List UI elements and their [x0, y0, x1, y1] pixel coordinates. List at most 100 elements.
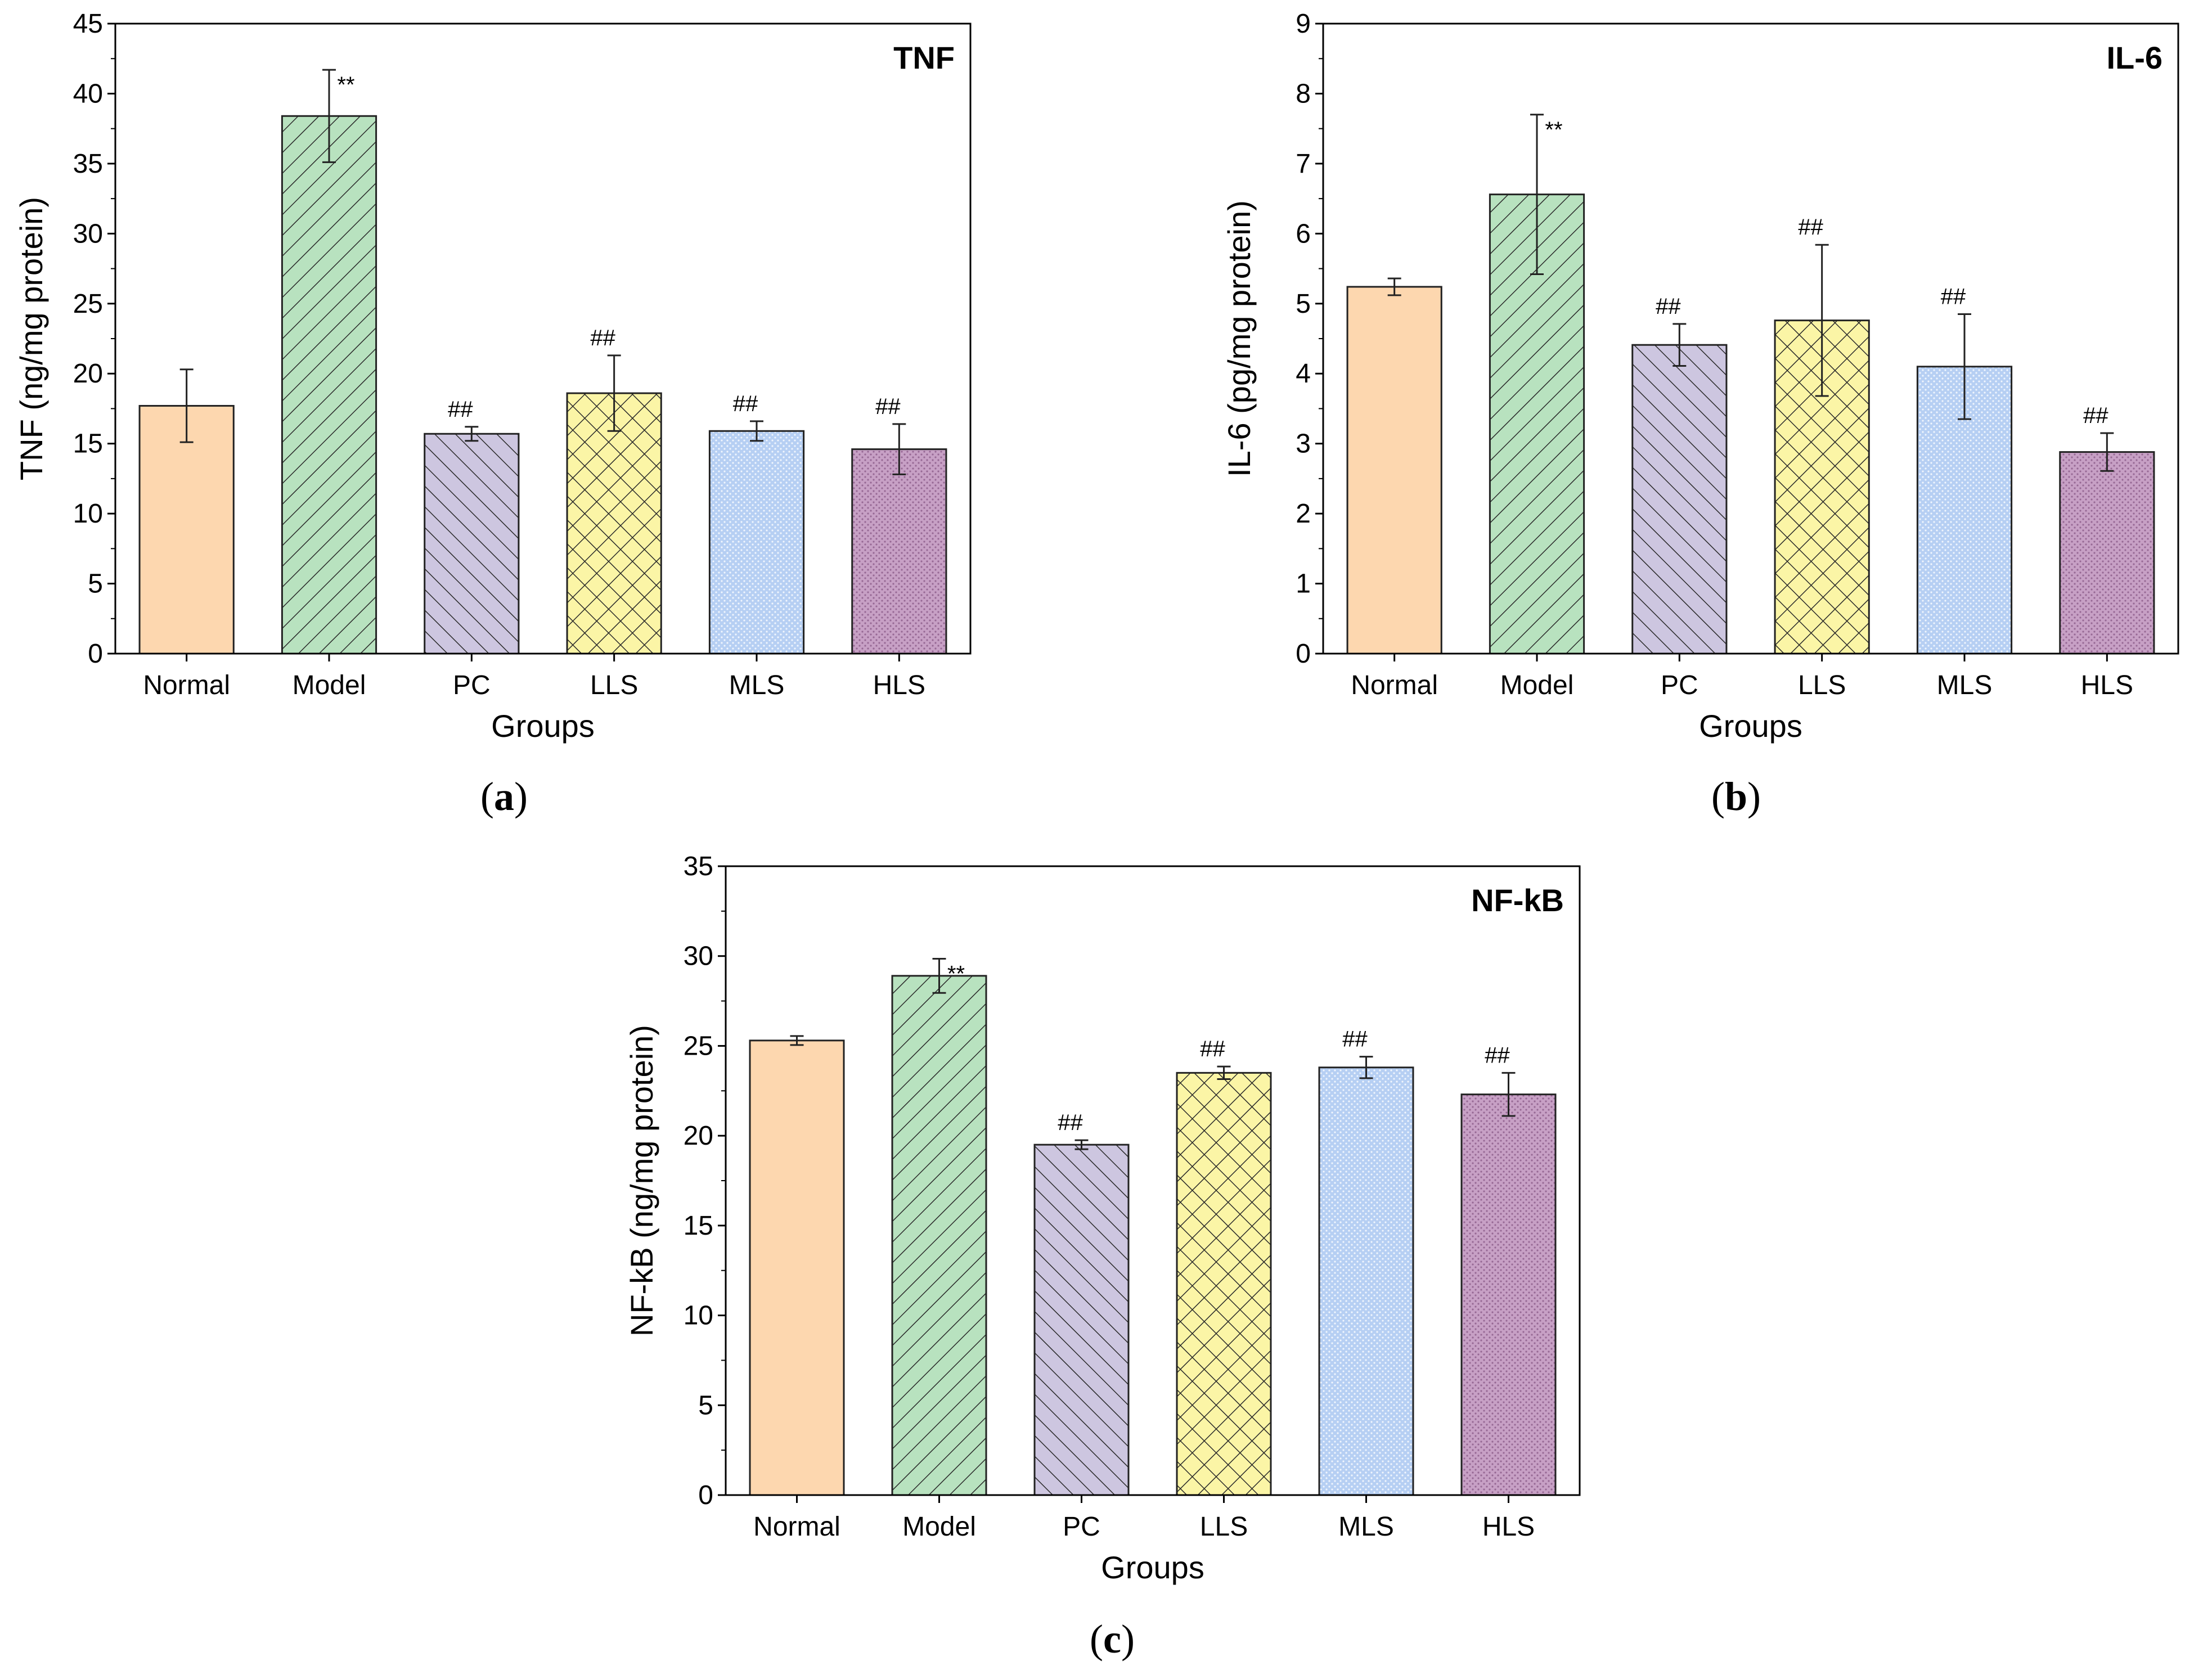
chart-panel-b: 0 1 2 3 4 5 6 7 8 9 Normal ** Model ## PC ## LLS ## MLS ## H… [1221, 0, 2211, 787]
y-tick-label: 40 [73, 79, 103, 109]
x-tick-label: Normal [753, 1512, 840, 1542]
y-tick-label: 30 [684, 942, 713, 971]
bar-pc [424, 433, 520, 655]
y-tick-label: 5 [1296, 289, 1311, 319]
error-bar-mls [1359, 1056, 1373, 1079]
chart-b-svg: 0 1 2 3 4 5 6 7 8 9 Normal ** Model ## PC ## LLS ## MLS ## H… [1221, 9, 2179, 744]
y-axis-title: TNF (ng/mg protein) [14, 197, 49, 480]
chart-c-svg: 0 5 10 15 20 25 30 35 Normal ** Model ## PC ## LLS ## ML… [624, 852, 1581, 1585]
y-tick-label: 9 [1296, 9, 1311, 39]
x-tick-label: HLS [873, 670, 925, 700]
significance-label-hls: ## [2083, 403, 2108, 428]
x-tick-label: Model [293, 670, 366, 700]
x-tick-label: MLS [1338, 1512, 1394, 1542]
error-bar-model [932, 958, 946, 994]
y-tick-label: 5 [698, 1390, 713, 1420]
x-tick-label: Normal [143, 670, 230, 700]
y-tick-label: 0 [1296, 639, 1311, 669]
x-axis-title: Groups [491, 708, 595, 744]
y-tick-label: 7 [1296, 149, 1311, 179]
error-bar-hls [892, 423, 906, 475]
plot-frame [1322, 22, 2179, 655]
y-tick-label: 5 [88, 569, 103, 599]
bar-normal [1346, 286, 1442, 655]
bar-lls [1176, 1072, 1272, 1496]
error-bar-normal [790, 1035, 804, 1046]
significance-label-pc: ## [448, 397, 473, 422]
bar-hls [2059, 451, 2155, 655]
x-tick-label: HLS [1482, 1512, 1535, 1542]
plot-frame [725, 865, 1581, 1496]
y-tick-label: 0 [698, 1480, 713, 1510]
y-tick-label: 25 [684, 1031, 713, 1061]
significance-label-model: ** [947, 962, 965, 987]
error-bar-normal [179, 368, 194, 443]
x-tick-label: Model [1500, 670, 1574, 700]
x-tick-label: LLS [1200, 1512, 1248, 1542]
significance-label-hls: ## [1485, 1043, 1510, 1068]
bar-lls [566, 392, 662, 655]
error-bar-mls [1958, 313, 1971, 420]
y-tick-label: 1 [1296, 569, 1311, 599]
bar-model [891, 975, 987, 1496]
y-tick-label: 8 [1296, 79, 1311, 109]
significance-label-pc: ## [1656, 294, 1681, 319]
panel-label-a: (a) [480, 774, 528, 819]
x-tick-label: MLS [729, 670, 785, 700]
x-tick-label: PC [453, 670, 491, 700]
chart-panel-a: 0 5 10 15 20 25 30 35 40 45 Normal ** Model ## PC ## LLS… [0, 0, 1069, 787]
x-tick-label: PC [1661, 670, 1698, 700]
bar-mls [1318, 1066, 1414, 1496]
panel-label-c: (c) [1090, 1617, 1135, 1662]
y-tick-label: 15 [73, 429, 103, 459]
y-tick-label: 45 [73, 9, 103, 39]
significance-label-model: ** [1545, 118, 1562, 142]
error-bar-mls [750, 420, 763, 442]
error-bar-pc [465, 426, 479, 442]
x-tick-label: Normal [1351, 670, 1438, 700]
y-tick-label: 15 [684, 1211, 713, 1241]
bar-pc [1033, 1144, 1130, 1496]
significance-label-mls: ## [1941, 284, 1966, 309]
x-tick-label: LLS [1798, 670, 1846, 700]
significance-label-mls: ## [1342, 1027, 1368, 1052]
x-tick-label: LLS [590, 670, 638, 700]
y-tick-label: 20 [684, 1121, 713, 1151]
error-bar-normal [1387, 277, 1401, 296]
error-bar-hls [2100, 432, 2114, 472]
x-tick-label: Model [902, 1512, 976, 1542]
chart-panel-c: 0 5 10 15 20 25 30 35 Normal ** Model ## PC ## LLS ## ML… [608, 844, 1676, 1631]
error-bar-lls [1217, 1065, 1231, 1081]
y-tick-label: 3 [1296, 429, 1311, 459]
chart-title: TNF [893, 40, 955, 75]
chart-a-svg: 0 5 10 15 20 25 30 35 40 45 Normal ** Model ## PC ## LLS… [14, 9, 972, 744]
chart-title: NF-kB [1471, 883, 1564, 918]
error-bar-model [322, 69, 336, 163]
bar-hls [851, 448, 947, 655]
error-bar-pc [1074, 1139, 1089, 1150]
significance-label-pc: ## [1058, 1110, 1083, 1135]
y-tick-label: 10 [73, 499, 103, 529]
y-tick-label: 4 [1296, 359, 1311, 389]
significance-label-lls: ## [1200, 1037, 1225, 1061]
y-tick-label: 6 [1296, 219, 1311, 249]
bar-model [281, 115, 377, 655]
y-tick-label: 2 [1296, 499, 1311, 529]
x-axis-title: Groups [1101, 1550, 1204, 1585]
error-bar-pc [1673, 323, 1687, 367]
significance-label-model: ** [337, 73, 354, 97]
y-tick-label: 20 [73, 359, 103, 389]
bar-hls [1460, 1093, 1557, 1496]
x-tick-label: HLS [2081, 670, 2133, 700]
significance-label-mls: ## [733, 391, 758, 416]
bar-mls [708, 430, 805, 655]
plot-frame [114, 22, 972, 655]
y-tick-label: 30 [73, 219, 103, 249]
bar-pc [1631, 344, 1728, 655]
y-tick-label: 35 [684, 852, 713, 881]
x-tick-label: PC [1063, 1512, 1100, 1542]
error-bar-lls [1815, 244, 1829, 397]
x-tick-label: MLS [1937, 670, 1993, 700]
y-tick-label: 10 [684, 1301, 713, 1331]
error-bar-lls [607, 354, 621, 432]
